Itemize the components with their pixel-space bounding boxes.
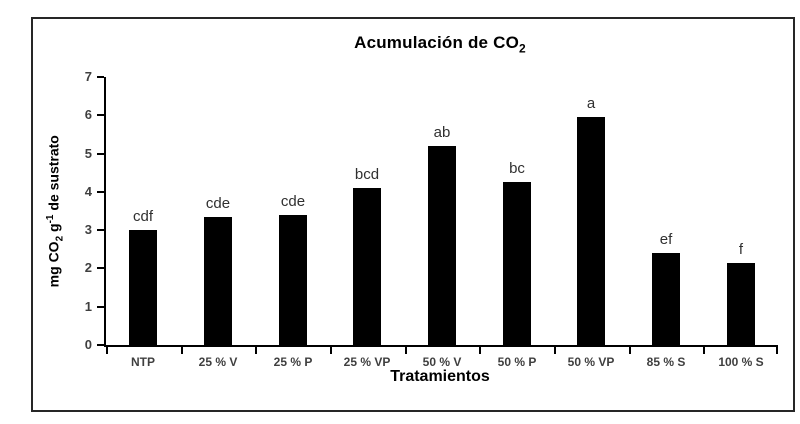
y-axis-tick-label: 0 bbox=[84, 337, 92, 352]
x-axis-category-label: 50 % VP bbox=[567, 355, 615, 369]
x-axis-tick-mark bbox=[181, 347, 183, 354]
x-axis-tick-mark bbox=[330, 347, 332, 354]
x-axis-category-label: NTP bbox=[131, 355, 155, 369]
y-axis-title-pre: mg CO bbox=[45, 241, 62, 288]
x-axis-tick-mark bbox=[776, 347, 778, 354]
x-axis-tick-mark bbox=[554, 347, 556, 354]
x-axis-category-label: 50 % V bbox=[422, 355, 462, 369]
y-axis-tick-mark bbox=[97, 229, 104, 232]
x-axis-category-label: 50 % P bbox=[497, 355, 537, 369]
x-axis-category-label: 25 % P bbox=[273, 355, 313, 369]
bar-significance-letter: bcd bbox=[354, 166, 380, 183]
y-axis-tick-label: 2 bbox=[84, 260, 92, 276]
y-axis-tick-label: 3 bbox=[84, 222, 92, 238]
y-axis-tick-label: 5 bbox=[84, 145, 92, 161]
x-axis-tick-mark bbox=[255, 347, 257, 354]
y-axis-tick-mark bbox=[97, 344, 104, 346]
bar-significance-letter: a bbox=[586, 95, 596, 112]
x-axis-title: Tratamientos bbox=[390, 368, 490, 385]
bar bbox=[129, 230, 157, 345]
y-axis-tick-label: 6 bbox=[84, 107, 92, 123]
chart-frame: Acumulación de CO2 mg CO2 g-1 de sustrat… bbox=[31, 17, 795, 412]
y-axis-tick-mark bbox=[97, 190, 104, 193]
x-axis-category-label: 25 % V bbox=[198, 355, 238, 369]
y-axis-tick-label: 1 bbox=[84, 298, 92, 314]
bar-significance-letter: f bbox=[738, 241, 744, 258]
bar-significance-letter: cde bbox=[280, 193, 306, 210]
bar bbox=[577, 117, 605, 345]
y-axis-tick-label: 7 bbox=[84, 69, 92, 84]
bar-significance-letter: ab bbox=[433, 124, 451, 141]
x-axis-tick-mark bbox=[703, 347, 705, 354]
y-axis-title-sup: -1 bbox=[44, 214, 56, 224]
x-axis-category-label: 25 % VP bbox=[343, 355, 391, 369]
bar-significance-letter: cdf bbox=[132, 208, 153, 225]
bar-significance-letter: bc bbox=[509, 160, 525, 177]
bar bbox=[503, 182, 531, 345]
bar bbox=[652, 253, 680, 345]
y-axis-tick-label: 4 bbox=[84, 183, 92, 199]
y-axis-tick-mark bbox=[97, 76, 104, 78]
bar bbox=[727, 263, 755, 345]
x-axis-tick-mark bbox=[629, 347, 631, 354]
bar bbox=[279, 215, 307, 345]
chart-title-text: Acumulación de CO bbox=[354, 33, 520, 52]
bar bbox=[204, 217, 232, 345]
y-axis-tick-mark bbox=[97, 305, 104, 308]
x-axis-tick-mark bbox=[106, 347, 108, 354]
chart-title-subscript: 2 bbox=[519, 41, 526, 56]
x-axis-tick-mark bbox=[405, 347, 407, 354]
plot-area: 0 1 2 3 4 5 6 7 cdf NTP cde 25 % V cde 25 % P bcd 25 % … bbox=[85, 69, 778, 369]
y-axis-tick-mark bbox=[97, 114, 104, 117]
y-axis-tick-mark bbox=[97, 267, 104, 270]
x-axis-category-label: 100 % S bbox=[718, 355, 764, 369]
y-axis-tick-mark bbox=[97, 152, 104, 155]
bar bbox=[353, 188, 381, 345]
y-axis-title-post: de sustrato bbox=[45, 134, 62, 215]
bar bbox=[428, 146, 456, 345]
bar-significance-letter: cde bbox=[205, 195, 231, 212]
y-axis-title-sub: 2 bbox=[54, 235, 66, 242]
chart-title: Acumulación de CO2 bbox=[104, 33, 776, 55]
bar-significance-letter: ef bbox=[659, 231, 673, 248]
x-axis-tick-mark bbox=[479, 347, 481, 354]
y-axis-title: mg CO2 g-1 de sustrato bbox=[45, 135, 65, 287]
x-axis-category-label: 85 % S bbox=[646, 355, 686, 369]
y-axis-title-mid: g bbox=[45, 223, 62, 236]
